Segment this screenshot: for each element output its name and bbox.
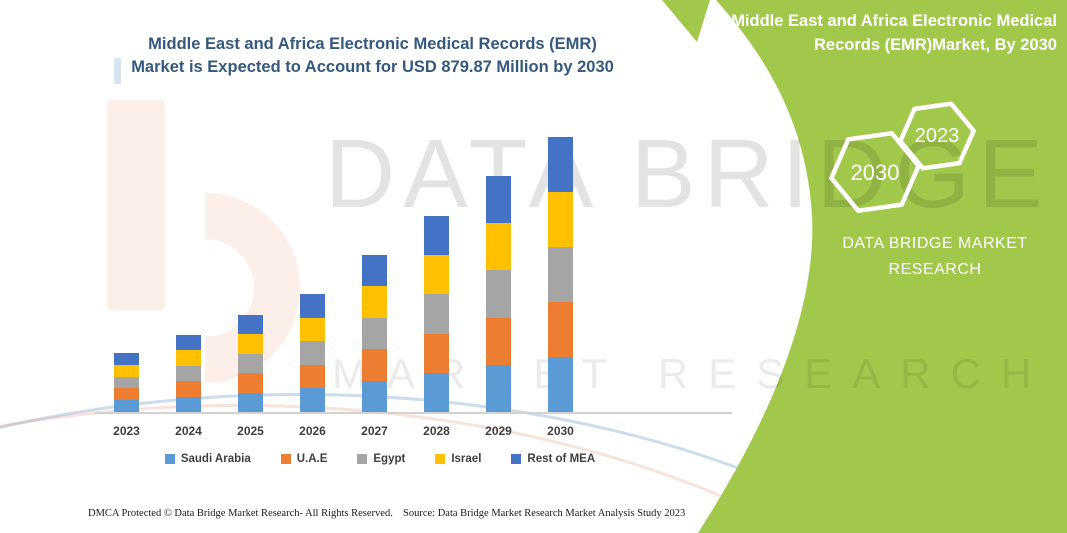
bar-segment-egypt <box>238 353 263 374</box>
bar-segment-israel <box>238 334 263 354</box>
dbmr-logo-watermark-stem <box>107 100 165 310</box>
bar-2024 <box>176 335 201 412</box>
bar-2029 <box>486 176 511 412</box>
hexagon-2030 <box>829 131 921 213</box>
legend-item-saudi-arabia: Saudi Arabia <box>164 453 251 465</box>
x-axis-label-2030: 2030 <box>547 424 574 438</box>
bar-segment-rest-of-mea <box>548 137 573 192</box>
legend-swatch-icon <box>280 454 291 464</box>
legend-swatch-icon <box>511 454 522 464</box>
hexagon-2023 <box>898 101 976 171</box>
bar-segment-egypt <box>424 294 449 334</box>
bar-segment-saudi-arabia <box>176 396 201 412</box>
bar-segment-israel <box>362 286 387 318</box>
bar-2030 <box>548 137 573 412</box>
bar-segment-rest-of-mea <box>238 315 263 335</box>
bar-segment-egypt <box>176 365 201 382</box>
bar-segment-egypt <box>362 317 387 350</box>
legend-swatch-icon <box>435 454 446 464</box>
footer-copyright: DMCA Protected © Data Bridge Market Rese… <box>88 508 393 519</box>
bar-2026 <box>300 294 325 412</box>
bar-segment-egypt <box>548 247 573 302</box>
legend-label: U.A.E <box>296 453 328 465</box>
bar-segment-rest-of-mea <box>114 353 139 365</box>
panel-heading-line1: Middle East and Africa Electronic Medica… <box>731 12 1057 30</box>
footer-source: Source: Data Bridge Market Research Mark… <box>403 508 686 519</box>
bar-segment-u-a-e <box>238 373 263 393</box>
bar-segment-egypt <box>300 341 325 365</box>
bar-segment-u-a-e <box>548 302 573 357</box>
x-axis-label-2025: 2025 <box>237 424 264 438</box>
bar-segment-saudi-arabia <box>362 380 387 412</box>
chart-title: Middle East and Africa Electronic Medica… <box>95 33 650 79</box>
bar-segment-egypt <box>486 270 511 318</box>
bar-segment-rest-of-mea <box>362 255 387 287</box>
hexagon-2030-label: 2030 <box>850 160 900 185</box>
bar-segment-rest-of-mea <box>176 335 201 351</box>
bar-segment-saudi-arabia <box>486 364 511 412</box>
bar-segment-rest-of-mea <box>486 176 511 224</box>
panel-heading-line2: Records (EMR)Market, By 2030 <box>813 36 1057 54</box>
bar-segment-saudi-arabia <box>548 357 573 412</box>
bar-segment-saudi-arabia <box>238 392 263 412</box>
x-axis-label-2024: 2024 <box>175 424 202 438</box>
bar-segment-u-a-e <box>114 388 139 401</box>
bar-segment-saudi-arabia <box>300 388 325 412</box>
bar-segment-egypt <box>114 376 139 389</box>
brand-text: DATA BRIDGE MARKET RESEARCH <box>815 231 1055 283</box>
forecast-hexagons <box>829 101 976 213</box>
x-axis-label-2028: 2028 <box>423 424 450 438</box>
brand-text-line1: DATA BRIDGE MARKET <box>842 235 1028 252</box>
bar-2023 <box>114 353 139 412</box>
bar-segment-rest-of-mea <box>300 294 325 318</box>
bar-segment-u-a-e <box>486 317 511 365</box>
legend-item-u-a-e: U.A.E <box>280 453 328 465</box>
x-axis-label-2023: 2023 <box>113 424 140 438</box>
x-axis-label-2027: 2027 <box>361 424 388 438</box>
bar-2028 <box>424 216 449 412</box>
x-axis-label-2026: 2026 <box>299 424 326 438</box>
bar-segment-u-a-e <box>300 364 325 389</box>
legend-label: Saudi Arabia <box>180 453 251 465</box>
green-corner-triangle <box>662 0 710 42</box>
brand-text-line2: RESEARCH <box>888 261 982 278</box>
legend-item-rest-of-mea: Rest of MEA <box>511 453 595 465</box>
dbmr-logo-watermark-accent <box>114 58 121 84</box>
bar-2027 <box>362 255 387 412</box>
x-axis-label-2029: 2029 <box>485 424 512 438</box>
bar-segment-u-a-e <box>424 333 449 373</box>
bar-segment-u-a-e <box>362 349 387 381</box>
bar-segment-saudi-arabia <box>424 372 449 412</box>
legend-item-israel: Israel <box>435 453 481 465</box>
legend-label: Egypt <box>373 453 406 465</box>
panel-heading: Middle East and Africa Electronic Medica… <box>710 9 1057 57</box>
bar-segment-israel <box>176 350 201 366</box>
bar-segment-u-a-e <box>176 381 201 397</box>
x-axis-line <box>95 412 732 414</box>
legend-item-egypt: Egypt <box>357 453 405 465</box>
chart-legend: Saudi Arabia U.A.E Egypt Israel Rest of MEA <box>100 453 660 465</box>
bar-segment-israel <box>300 317 325 342</box>
legend-swatch-icon <box>164 454 175 464</box>
legend-label: Israel <box>451 453 482 465</box>
legend-label: Rest of MEA <box>527 453 596 465</box>
bar-segment-israel <box>486 223 511 271</box>
hexagon-2023-label: 2023 <box>914 125 960 147</box>
bar-segment-israel <box>548 192 573 247</box>
bar-segment-saudi-arabia <box>114 400 139 412</box>
legend-swatch-icon <box>357 454 368 464</box>
bar-2025 <box>238 315 263 412</box>
bar-segment-rest-of-mea <box>424 216 449 256</box>
bar-segment-israel <box>424 255 449 295</box>
bar-segment-israel <box>114 364 139 377</box>
chart-title-line2: Market is Expected to Account for USD 87… <box>131 58 614 76</box>
chart-title-line1: Middle East and Africa Electronic Medica… <box>148 35 597 53</box>
